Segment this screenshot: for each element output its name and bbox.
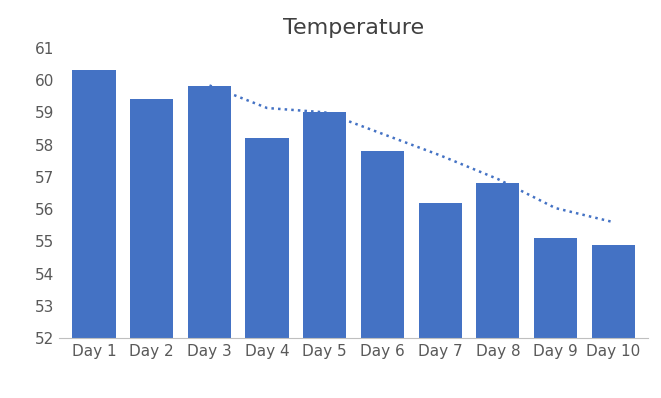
Bar [130,100,173,338]
Bar [418,203,462,338]
Bar [592,245,635,338]
Bar [476,183,520,338]
Bar [73,70,116,338]
Bar [245,138,289,338]
Title: Temperature: Temperature [283,18,424,38]
Bar [303,112,346,338]
Bar [534,238,577,338]
Bar [361,151,404,338]
Bar [188,86,231,338]
